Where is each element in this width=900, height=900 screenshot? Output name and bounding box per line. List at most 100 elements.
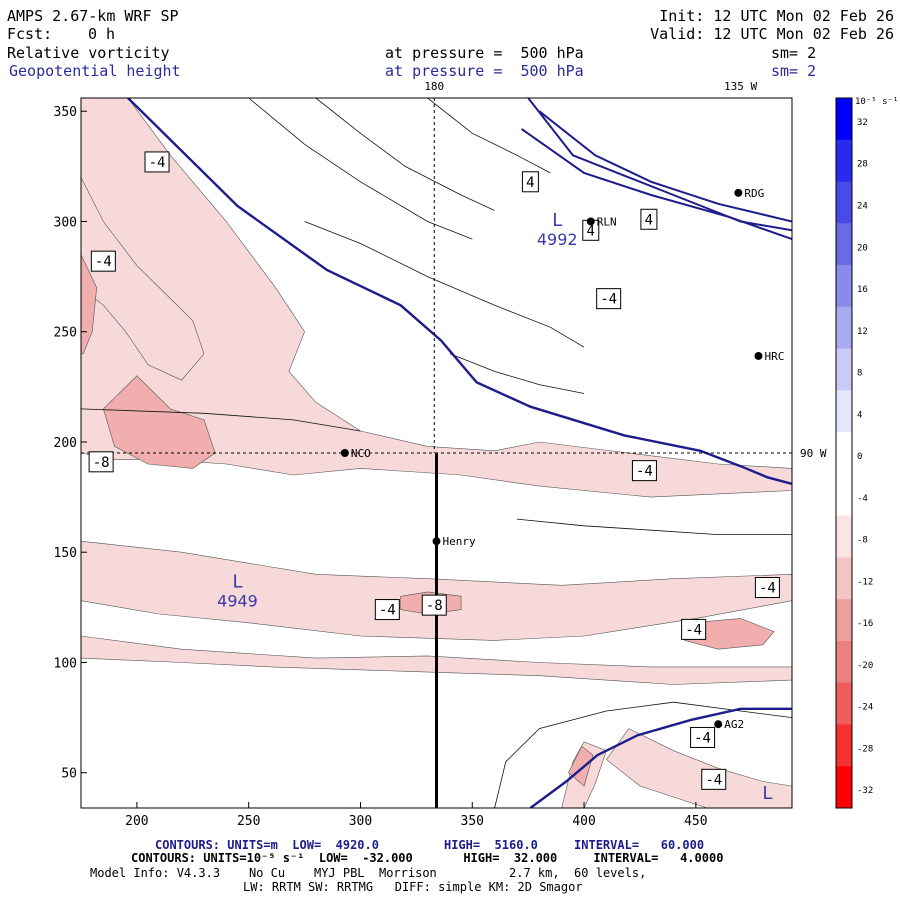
colorbar-swatch — [836, 265, 852, 308]
colorbar-swatch — [836, 390, 852, 433]
plot-frame — [80, 97, 793, 809]
y-tick-label: 250 — [54, 326, 77, 341]
low-letter: L — [762, 783, 772, 804]
x-tick-label: 300 — [349, 814, 372, 829]
colorbar-swatch — [836, 515, 852, 558]
vorticity-label-text: -4 — [705, 772, 722, 788]
axes: 200 250 300 350 400 450 50 100 150 200 250 300 350 18… — [54, 80, 827, 829]
vorticity-labels: -4 -4 -8 -4 -4 -4 -4 -8 -4 -4 4 4 4 -4 — [88, 151, 780, 790]
footer-model-info: Model Info: V4.3.3 No Cu MYJ PBL Morriso… — [90, 866, 647, 880]
vorticity-contour — [81, 408, 361, 432]
vorticity-label-box — [690, 726, 716, 748]
colorbar-swatch — [836, 682, 852, 725]
right-longitude-label: 90 W — [800, 447, 827, 460]
colorbar-tick-label: -24 — [857, 703, 873, 713]
colorbar-tick-label: 16 — [857, 285, 868, 295]
vorticity-label-text: -4 — [636, 464, 653, 480]
field2-smooth: sm= 2 — [771, 62, 817, 80]
valid-time: Valid: 12 UTC Mon 02 Feb 26 — [650, 25, 894, 43]
colorbar-tick-label: 20 — [857, 243, 868, 253]
vorticity-contour — [315, 98, 495, 211]
vorticity-contour — [248, 98, 473, 240]
x-tick-label: 250 — [237, 814, 260, 829]
colorbar-frame — [835, 97, 853, 809]
vorticity-label-box — [640, 208, 658, 230]
colorbar-tick-label: -20 — [857, 661, 873, 671]
vorticity-label: -4 — [144, 151, 170, 173]
vorticity-label-text: -4 — [95, 254, 112, 270]
colorbar-tick-label: 32 — [857, 118, 868, 128]
height-contours — [127, 98, 792, 808]
field2-name: Geopotential height — [9, 62, 181, 80]
vorticity-label-box — [374, 599, 400, 621]
station-marker — [734, 188, 743, 197]
colorbar-swatch — [836, 599, 852, 642]
height-contour-line — [529, 707, 792, 808]
colorbar-tick-label: -4 — [857, 494, 868, 504]
colorbar-swatch — [836, 98, 852, 141]
vorticity-label: -4 — [631, 460, 657, 482]
field2-level: at pressure = 500 hPa — [385, 62, 584, 80]
colorbar-swatch — [836, 139, 852, 183]
fcst-value: 0 h — [88, 25, 116, 43]
vorticity-label-box — [681, 618, 707, 640]
colorbar: 32 28 24 20 16 12 8 4 0 -4 -8 -12 -16 -20 -24 -28 -32 10⁻… — [835, 97, 898, 809]
vorticity-label-text: -4 — [600, 292, 617, 308]
vorticity-label: -4 — [681, 618, 707, 640]
vorticity-contour — [449, 353, 585, 394]
vorticity-band — [81, 254, 98, 355]
station-label: HRC — [764, 350, 784, 363]
vorticity-label-text: -4 — [694, 730, 711, 746]
top-longitude-label: 135 W — [724, 80, 757, 93]
vorticity-label-text: 4 — [645, 212, 653, 228]
colorbar-tick-label: -28 — [857, 744, 873, 754]
vorticity-label-text: -8 — [426, 598, 443, 614]
vorticity-contour — [494, 701, 792, 808]
station-marker — [714, 720, 723, 729]
colorbar-swatch — [836, 557, 852, 600]
low-letter: L — [552, 210, 562, 231]
height-contour-line — [520, 128, 792, 241]
low-letter: L — [232, 572, 242, 593]
y-tick-label: 350 — [54, 105, 77, 120]
fcst-label: Fcst: — [7, 25, 53, 43]
vorticity-label-box — [596, 288, 622, 310]
vorticity-label-box — [521, 171, 539, 193]
low-value: 4949 — [217, 592, 258, 611]
field1-name: Relative vorticity — [7, 44, 170, 62]
colorbar-tick-label: -16 — [857, 619, 873, 629]
colorbar-swatch — [836, 223, 852, 266]
colorbar-tick-label: -12 — [857, 577, 873, 587]
height-contour-line — [538, 110, 792, 223]
top-longitude-label: 180 — [424, 80, 444, 93]
vorticity-label: 4 — [640, 208, 658, 230]
vorticity-label-text: -8 — [93, 455, 110, 471]
colorbar-tick-label: 4 — [857, 410, 862, 420]
colorbar-tick-label: 8 — [857, 369, 862, 379]
low-value: 4992 — [537, 230, 578, 249]
colorbar-tick-label: 28 — [857, 160, 868, 170]
vorticity-band — [81, 98, 792, 498]
vorticity-label-text: 4 — [526, 175, 534, 191]
station-label: RDG — [744, 187, 764, 200]
vorticity-label-text: -4 — [149, 155, 166, 171]
colorbar-swatch — [836, 640, 852, 684]
vorticity-label-text: -4 — [759, 581, 776, 597]
colorbar-tick-label: 0 — [857, 452, 862, 462]
stations: NCO Henry HRC RDG RLN AG2 — [340, 187, 784, 731]
vorticity-band — [605, 728, 792, 808]
init-time: Init: 12 UTC Mon 02 Feb 26 — [659, 7, 894, 25]
colorbar-tick-label: -32 — [857, 786, 873, 796]
colorbar-tick-label: -8 — [857, 536, 868, 546]
field1-level: at pressure = 500 hPa — [385, 44, 584, 62]
station-label: Henry — [443, 535, 476, 548]
vorticity-label: -4 — [596, 288, 622, 310]
vorticity-contour — [427, 98, 551, 174]
colorbar-tick-label: 24 — [857, 202, 868, 212]
station-marker — [432, 537, 441, 546]
vorticity-label: -4 — [690, 726, 716, 748]
y-tick-label: 200 — [54, 436, 77, 451]
y-tick-label: 300 — [54, 215, 77, 230]
